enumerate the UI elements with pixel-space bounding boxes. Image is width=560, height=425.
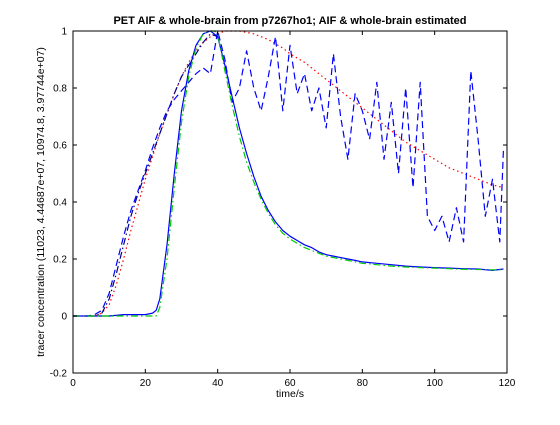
series-line-4 (73, 30, 504, 317)
series-line-2 (73, 33, 218, 317)
series-line-5 (73, 30, 504, 317)
x-axis-label: time/s (276, 388, 304, 400)
y-tick-label: 0.8 (53, 84, 67, 95)
y-tick-label: 1 (61, 27, 67, 38)
x-tick-label: 0 (70, 378, 76, 389)
chart-title: PET AIF & whole-brain from p7267ho1; AIF… (113, 15, 466, 27)
x-tick-label: 100 (426, 378, 443, 389)
plot-area (73, 31, 507, 373)
y-tick-label: 0.6 (53, 141, 67, 152)
x-tick-label: 20 (140, 378, 152, 389)
y-tick-label: 0.4 (53, 198, 67, 209)
y-tick-label: 0 (61, 312, 67, 323)
x-tick-label: 80 (357, 378, 369, 389)
y-axis-label: tracer concentration (11023, 4.44687e+07… (35, 47, 47, 357)
tick-layer: 0 20 40 60 80 100 120-0.200.20.40.60.81 (50, 27, 516, 390)
x-tick-label: 120 (499, 378, 516, 389)
y-tick-label: 0.2 (53, 255, 67, 266)
y-tick-label: -0.2 (50, 369, 68, 380)
x-tick-label: 40 (212, 378, 224, 389)
x-tick-label: 60 (284, 378, 296, 389)
series-line-1 (73, 30, 504, 317)
series-layer (73, 30, 504, 317)
series-line-3 (73, 30, 504, 317)
